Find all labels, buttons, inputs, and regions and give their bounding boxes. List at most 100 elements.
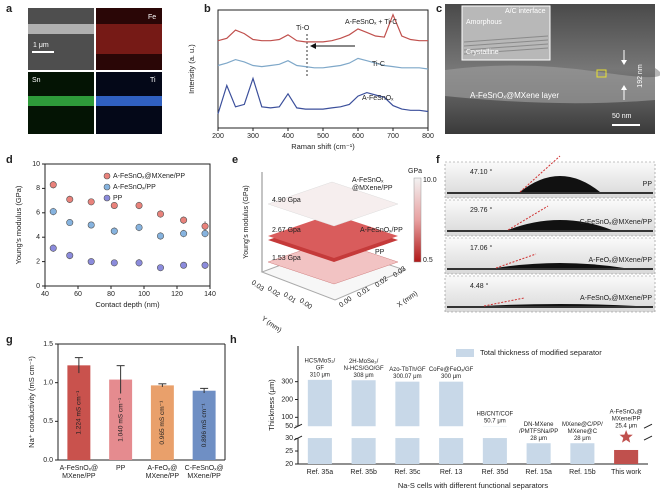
contact-angles: 47.10 ° PP 29.76 ° C-FeSnOₓ@MXene/PP 17.06 °… xyxy=(444,155,656,313)
bar-annotation: /PMTFSNa/PP xyxy=(519,429,558,435)
y-tick-label: 0.03 xyxy=(250,279,265,293)
bar xyxy=(109,379,133,460)
series-label: A-FeSnOₓ xyxy=(362,95,394,102)
bar xyxy=(614,449,639,464)
bar-annotation: N-HCS/GO/GF xyxy=(344,366,384,372)
scale-bar xyxy=(612,124,640,126)
point xyxy=(135,223,143,231)
layer-name: A-FeSnOₓ xyxy=(352,177,384,184)
x-tick-label: 700 xyxy=(387,133,399,140)
panel-label: e xyxy=(232,154,238,166)
y-tick-label: 10 xyxy=(32,161,40,168)
axis-break xyxy=(294,426,650,439)
y-tick-label: 0 xyxy=(36,283,40,290)
plot-frame xyxy=(44,163,211,287)
layer-name: PP xyxy=(375,249,385,256)
x-tick-label: 80 xyxy=(107,291,115,298)
panel-label: f xyxy=(436,154,440,166)
layer-value: 1.53 Gpa xyxy=(272,255,301,262)
x-tick-label: Ref. 13 xyxy=(440,469,463,476)
x-tick-label: 100 xyxy=(138,291,150,298)
layer-value: 4.90 Gpa xyxy=(272,197,301,204)
bar-annotation: 2H-MoSe₂/ xyxy=(349,359,379,365)
bar-annotation: A-FeSnOₓ@ xyxy=(610,410,643,416)
x-tick-label: Ref. 15a xyxy=(525,469,552,476)
bar xyxy=(351,380,376,464)
bar-annotation: DN-MXene xyxy=(524,422,554,428)
x-tick-label: 40 xyxy=(41,291,49,298)
y-tick-label: 0.01 xyxy=(282,291,297,305)
x-tick-label: 400 xyxy=(282,133,294,140)
value-label: 0.896 mS cm⁻¹ xyxy=(201,403,208,448)
value-label: 300.07 μm xyxy=(393,374,421,380)
break-mark xyxy=(293,435,303,441)
z-label: Young's modulus (GPa) xyxy=(243,185,250,258)
point xyxy=(110,259,118,267)
x-tick-label: This work xyxy=(611,469,641,476)
angle-label: 47.10 ° xyxy=(470,168,492,176)
tangent xyxy=(519,155,561,193)
point xyxy=(87,221,95,229)
x-tick-label: C-FeSnOₓ@ xyxy=(185,465,224,472)
star xyxy=(619,430,633,443)
zoom-box xyxy=(596,69,607,78)
point xyxy=(201,261,209,269)
series-label: Ti-C xyxy=(372,61,385,68)
y-tick-label: 0.00 xyxy=(298,297,313,311)
x-tick-label: Ref. 35d xyxy=(482,469,509,476)
value-label: 310 μm xyxy=(310,372,330,378)
x-tick-label: MXene/PP xyxy=(62,473,96,480)
inset-label: A/C interface xyxy=(505,8,546,15)
colorbar xyxy=(413,177,422,263)
x-tick-label: 140 xyxy=(204,291,216,298)
y-axis-label: Thickness (μm) xyxy=(267,379,276,431)
bar-annotation: GF xyxy=(316,365,325,371)
bar-annotation: MXene@C xyxy=(568,429,598,435)
layer-mid-top xyxy=(268,214,398,258)
bar-annotation: HCS/MoS₂/ xyxy=(305,358,336,364)
x-tick-label: Ref. 15b xyxy=(569,469,596,476)
break-mark xyxy=(643,435,653,441)
x-tick-label: 60 xyxy=(74,291,82,298)
x-tick-label: 600 xyxy=(352,133,364,140)
point xyxy=(110,227,118,235)
bar-annotation: MXene/PP xyxy=(612,417,641,423)
bar xyxy=(570,443,595,464)
sn-band xyxy=(28,96,94,106)
droplet xyxy=(496,263,624,268)
legend-label: Total thickness of modified separator xyxy=(480,348,602,357)
value-label: 50.7 μm xyxy=(484,419,506,425)
modulus-3d: Young's modulus (GPa) 4.90 Gpa 2.67 Gpa … xyxy=(243,168,437,334)
panel-label: c xyxy=(436,3,442,15)
layer-top xyxy=(267,181,399,227)
bar xyxy=(67,365,91,460)
value-label: 28 μm xyxy=(574,436,591,442)
layer-name: @MXene/PP xyxy=(352,185,393,192)
point xyxy=(66,219,74,227)
bar xyxy=(439,381,464,464)
y-tick-label: 50 xyxy=(285,423,293,430)
x-tick-label: A-FeOₓ@ xyxy=(147,465,177,472)
value-label: 28 μm xyxy=(530,436,547,442)
value-label: 300 μm xyxy=(441,374,461,380)
x-axis-label: Raman shift (cm⁻¹) xyxy=(291,142,355,151)
layer-band xyxy=(28,24,94,34)
channel-label: Ti xyxy=(150,77,156,84)
break-mark xyxy=(293,423,303,429)
angle-label: 4.48 ° xyxy=(470,282,489,290)
inset-label: Crystalline xyxy=(466,49,499,56)
point xyxy=(180,230,188,238)
sem-tile xyxy=(28,8,94,70)
annotation: Ti-O xyxy=(296,25,310,32)
bar-annotation: CoFe@FeOₓ/GF xyxy=(429,367,474,373)
layer-label: A-FeSnOₓ@MXene layer xyxy=(470,91,559,100)
value-label: 0.965 mS cm⁻¹ xyxy=(159,400,166,445)
arrow-head xyxy=(310,43,316,49)
colorbar-unit: GPa xyxy=(408,168,422,175)
scale-bar xyxy=(32,51,54,53)
y-tick-label: 100 xyxy=(281,414,293,421)
x-tick-label: A-FeSnOₓ@ xyxy=(60,465,99,472)
point xyxy=(157,264,165,272)
panel-label: b xyxy=(204,3,211,15)
bar-annotation: HB/CNT/COF xyxy=(477,412,514,418)
